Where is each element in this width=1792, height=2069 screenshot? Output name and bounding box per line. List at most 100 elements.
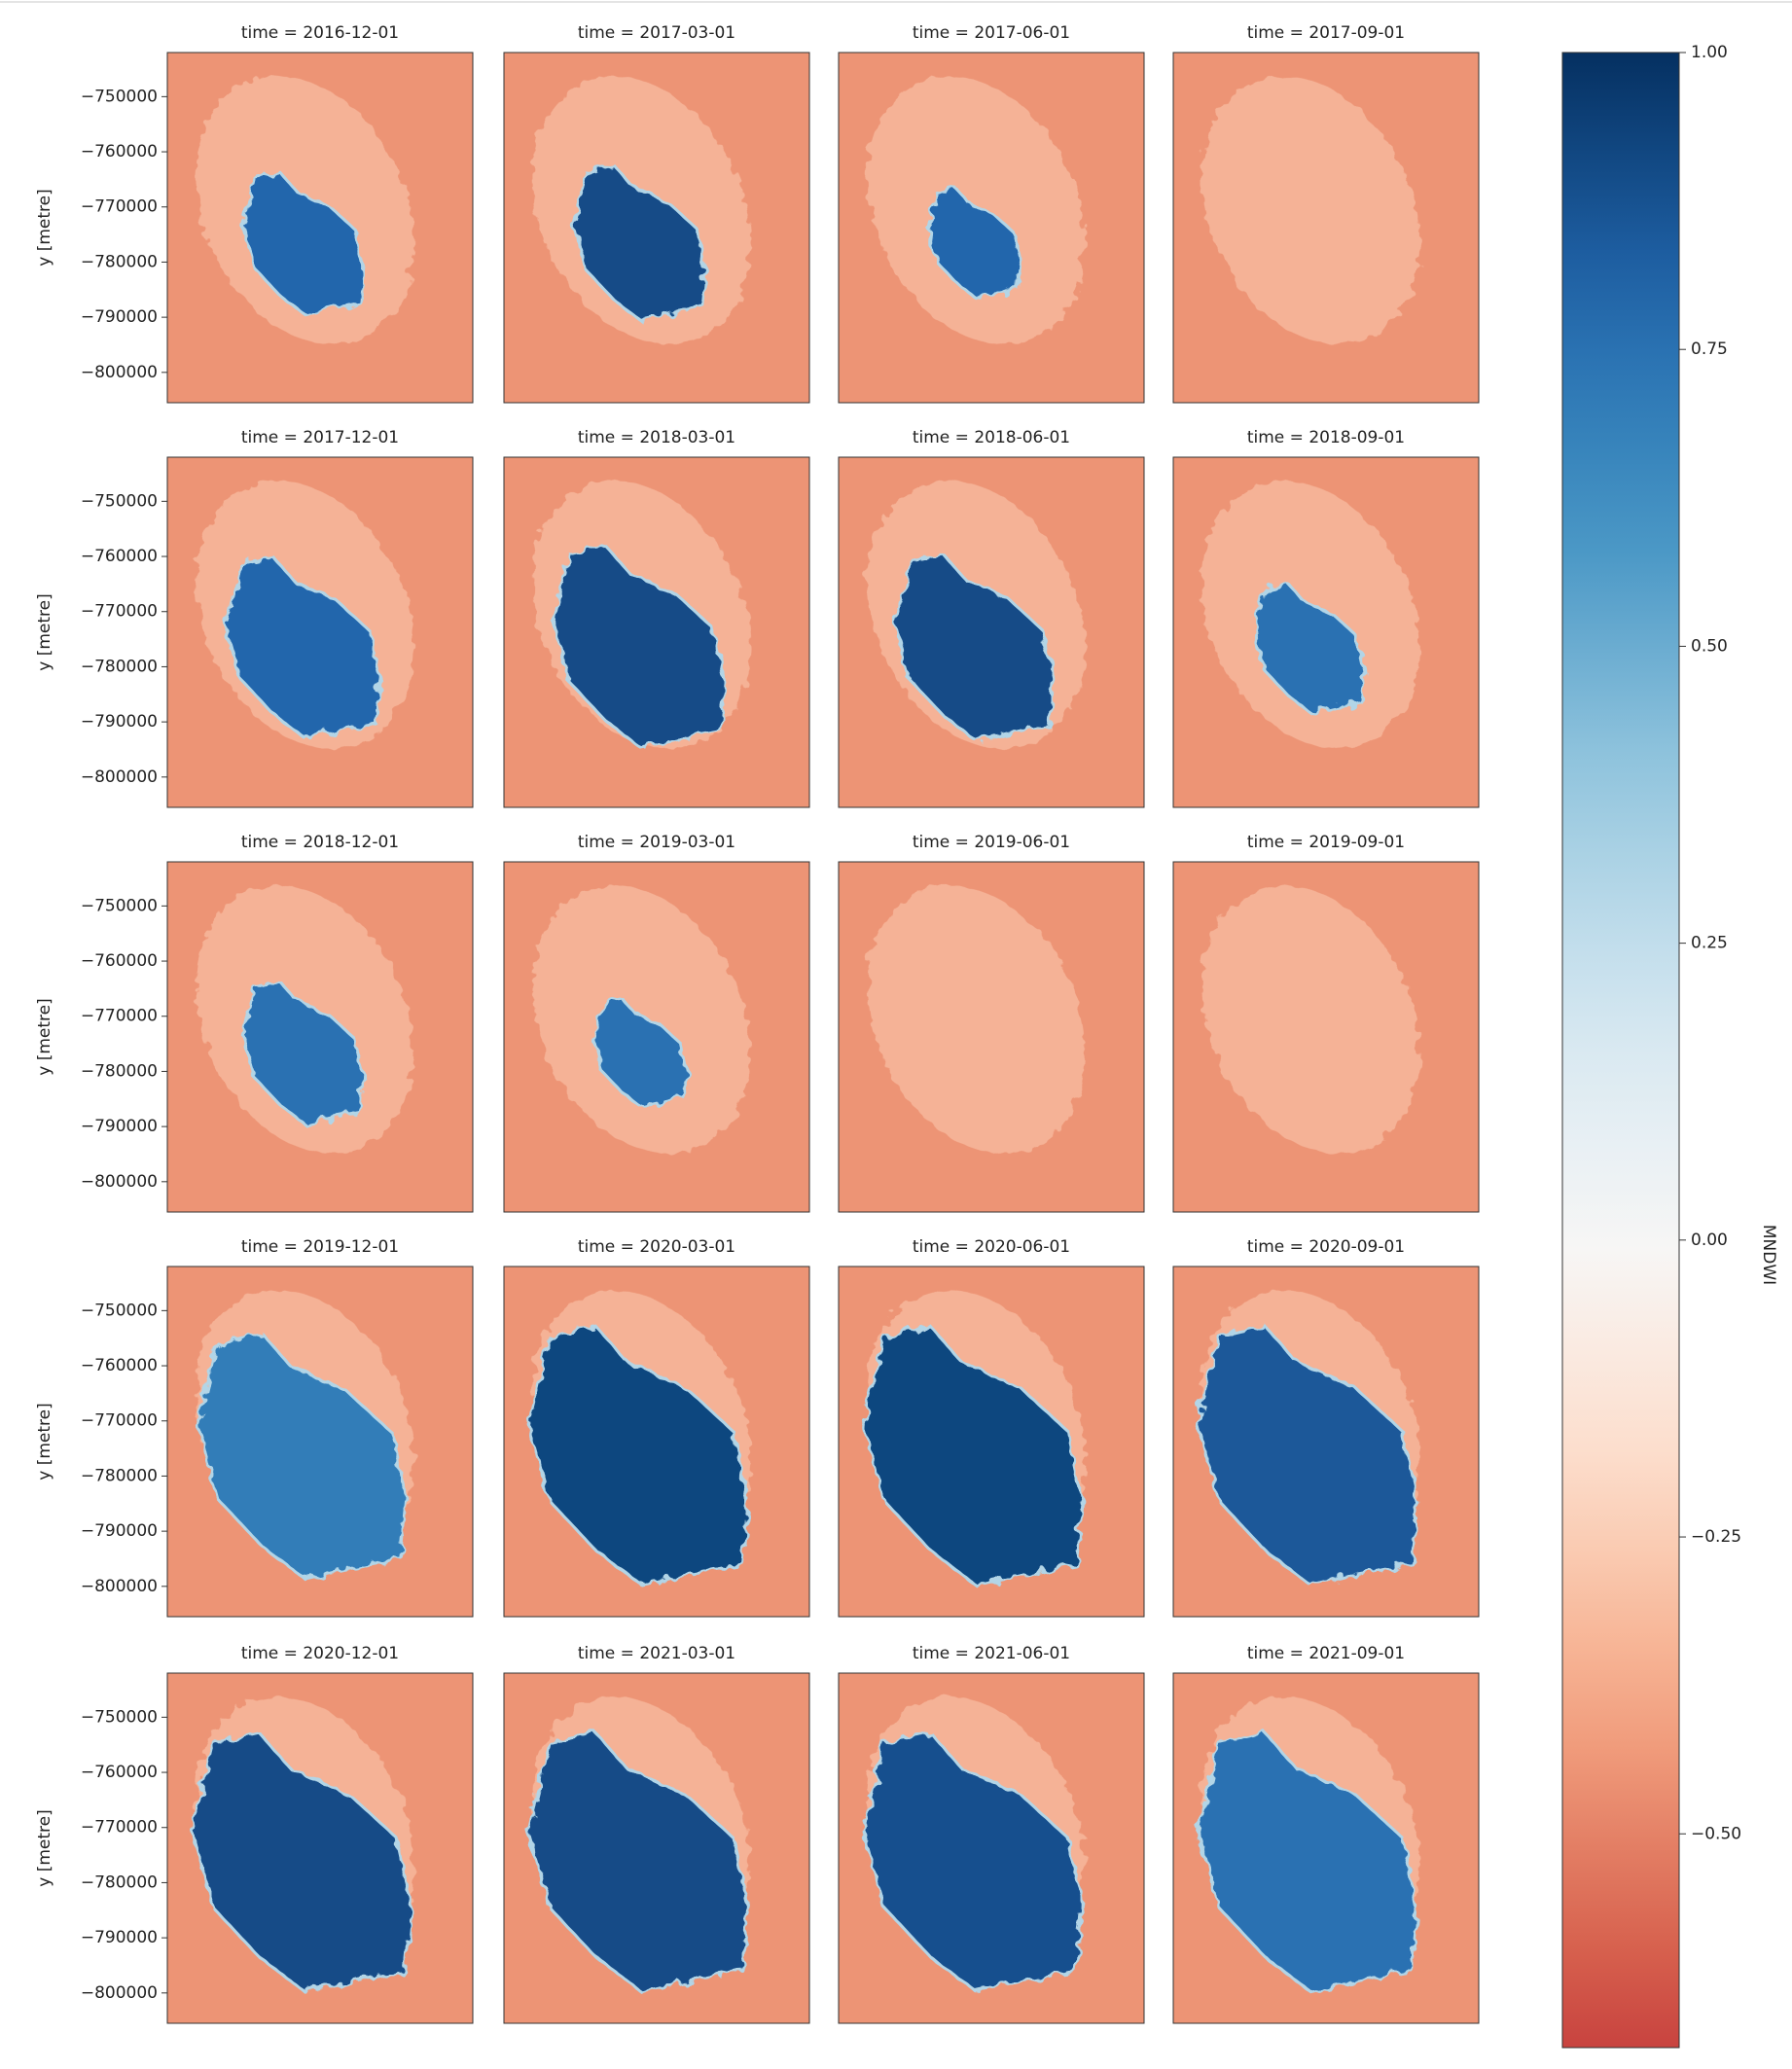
panel-raster xyxy=(491,1255,809,1617)
panel-raster xyxy=(155,1661,473,2023)
y-tick-label: −800000 xyxy=(81,1983,158,2003)
y-tick-label: −760000 xyxy=(81,142,158,161)
panel-image xyxy=(1161,446,1479,807)
y-tick-label: −790000 xyxy=(81,1928,158,1947)
panel-image xyxy=(1161,41,1479,403)
panel-raster xyxy=(155,850,473,1212)
y-tick-label: −750000 xyxy=(81,1301,158,1320)
panel-title: time = 2020-06-01 xyxy=(913,1237,1070,1257)
y-tick-label: −770000 xyxy=(81,197,158,217)
panel-title: time = 2017-12-01 xyxy=(241,428,399,447)
y-tick-label: −770000 xyxy=(81,1007,158,1026)
y-tick-label: −780000 xyxy=(81,657,158,676)
panel-raster xyxy=(1161,1661,1479,2023)
panel-title: time = 2019-03-01 xyxy=(578,833,735,852)
panel-image xyxy=(826,1255,1144,1617)
panel-title: time = 2017-06-01 xyxy=(913,23,1070,43)
colorbar-tick-label: 0.75 xyxy=(1691,339,1728,359)
colorbar-label: MNDWI xyxy=(1759,1225,1778,1285)
y-tick-label: −780000 xyxy=(81,252,158,271)
panel-image xyxy=(155,446,473,807)
y-axis-label: y [metre] xyxy=(35,1809,54,1887)
y-tick-label: −770000 xyxy=(81,1818,158,1837)
panel-title: time = 2016-12-01 xyxy=(241,23,399,43)
panel-raster xyxy=(155,41,473,403)
panel-image xyxy=(155,850,473,1212)
panel-raster xyxy=(491,446,809,807)
panel-raster xyxy=(826,446,1144,807)
y-tick-label: −790000 xyxy=(81,307,158,327)
y-tick-label: −780000 xyxy=(81,1466,158,1485)
panel-image xyxy=(1161,1661,1479,2023)
panel-image xyxy=(491,41,809,403)
y-axis-label: y [metre] xyxy=(35,593,54,671)
panel-title: time = 2017-09-01 xyxy=(1247,23,1405,43)
panel-title: time = 2021-09-01 xyxy=(1247,1644,1405,1663)
panel-raster xyxy=(155,446,473,807)
y-tick-label: −760000 xyxy=(81,1763,158,1782)
y-tick-label: −790000 xyxy=(81,1521,158,1541)
y-tick-label: −770000 xyxy=(81,602,158,622)
panel-title: time = 2019-06-01 xyxy=(913,833,1070,852)
panel-image xyxy=(491,446,809,807)
y-tick-label: −770000 xyxy=(81,1411,158,1431)
panel-title: time = 2020-03-01 xyxy=(578,1237,735,1257)
y-tick-label: −760000 xyxy=(81,547,158,566)
panel-raster xyxy=(491,41,809,403)
colorbar xyxy=(1562,53,1679,2048)
panel-image xyxy=(155,1661,473,2023)
panel-image xyxy=(1161,850,1479,1212)
colorbar-tick-label: 1.00 xyxy=(1691,43,1728,62)
panel-image xyxy=(155,1255,473,1617)
panel-image xyxy=(826,850,1144,1212)
y-tick-label: −800000 xyxy=(81,363,158,382)
y-tick-label: −750000 xyxy=(81,896,158,915)
panel-title: time = 2021-06-01 xyxy=(913,1644,1070,1663)
colorbar-tick-label: −0.25 xyxy=(1691,1527,1741,1547)
panel-title: time = 2019-12-01 xyxy=(241,1237,399,1257)
y-tick-label: −760000 xyxy=(81,951,158,971)
panel-image xyxy=(155,41,473,403)
y-tick-label: −780000 xyxy=(81,1873,158,1892)
y-tick-label: −800000 xyxy=(81,767,158,787)
panel-raster xyxy=(1161,446,1479,807)
colorbar-tick-label: 0.50 xyxy=(1691,636,1728,656)
panel-title: time = 2018-09-01 xyxy=(1247,428,1405,447)
y-axis-label: y [metre] xyxy=(35,1403,54,1480)
panel-raster xyxy=(826,1661,1144,2023)
panel-image xyxy=(826,41,1144,403)
panel-raster xyxy=(826,850,1144,1212)
y-tick-label: −750000 xyxy=(81,1707,158,1727)
panel-image xyxy=(491,850,809,1212)
panel-raster xyxy=(826,41,1144,403)
y-tick-label: −800000 xyxy=(81,1577,158,1596)
panel-raster xyxy=(155,1255,473,1617)
y-tick-label: −750000 xyxy=(81,87,158,106)
y-tick-label: −800000 xyxy=(81,1172,158,1192)
panel-image xyxy=(826,446,1144,807)
figure: time = 2016-12-01 −750000 −760000 −770000 −7… xyxy=(0,0,1792,2069)
colorbar-tick-label: 0.25 xyxy=(1691,934,1728,953)
panel-title: time = 2018-06-01 xyxy=(913,428,1070,447)
panel-raster xyxy=(826,1255,1144,1617)
panel-title: time = 2020-12-01 xyxy=(241,1644,399,1663)
colorbar-tick-label: −0.50 xyxy=(1691,1824,1741,1843)
panel-title: time = 2020-09-01 xyxy=(1247,1237,1405,1257)
panel-image xyxy=(1161,1255,1479,1617)
panel-raster xyxy=(1161,850,1479,1212)
panel-image xyxy=(491,1255,809,1617)
y-axis-label: y [metre] xyxy=(35,998,54,1076)
panel-raster xyxy=(491,1661,809,2023)
panel-title: time = 2018-12-01 xyxy=(241,833,399,852)
panel-title: time = 2017-03-01 xyxy=(578,23,735,43)
y-tick-label: −750000 xyxy=(81,491,158,511)
panel-title: time = 2021-03-01 xyxy=(578,1644,735,1663)
panel-raster xyxy=(1161,1255,1479,1617)
panel-raster xyxy=(1161,41,1479,403)
panel-title: time = 2019-09-01 xyxy=(1247,833,1405,852)
panel-image xyxy=(491,1661,809,2023)
y-axis-label: y [metre] xyxy=(35,189,54,267)
y-tick-label: −780000 xyxy=(81,1061,158,1081)
y-tick-label: −760000 xyxy=(81,1356,158,1375)
panel-title: time = 2018-03-01 xyxy=(578,428,735,447)
